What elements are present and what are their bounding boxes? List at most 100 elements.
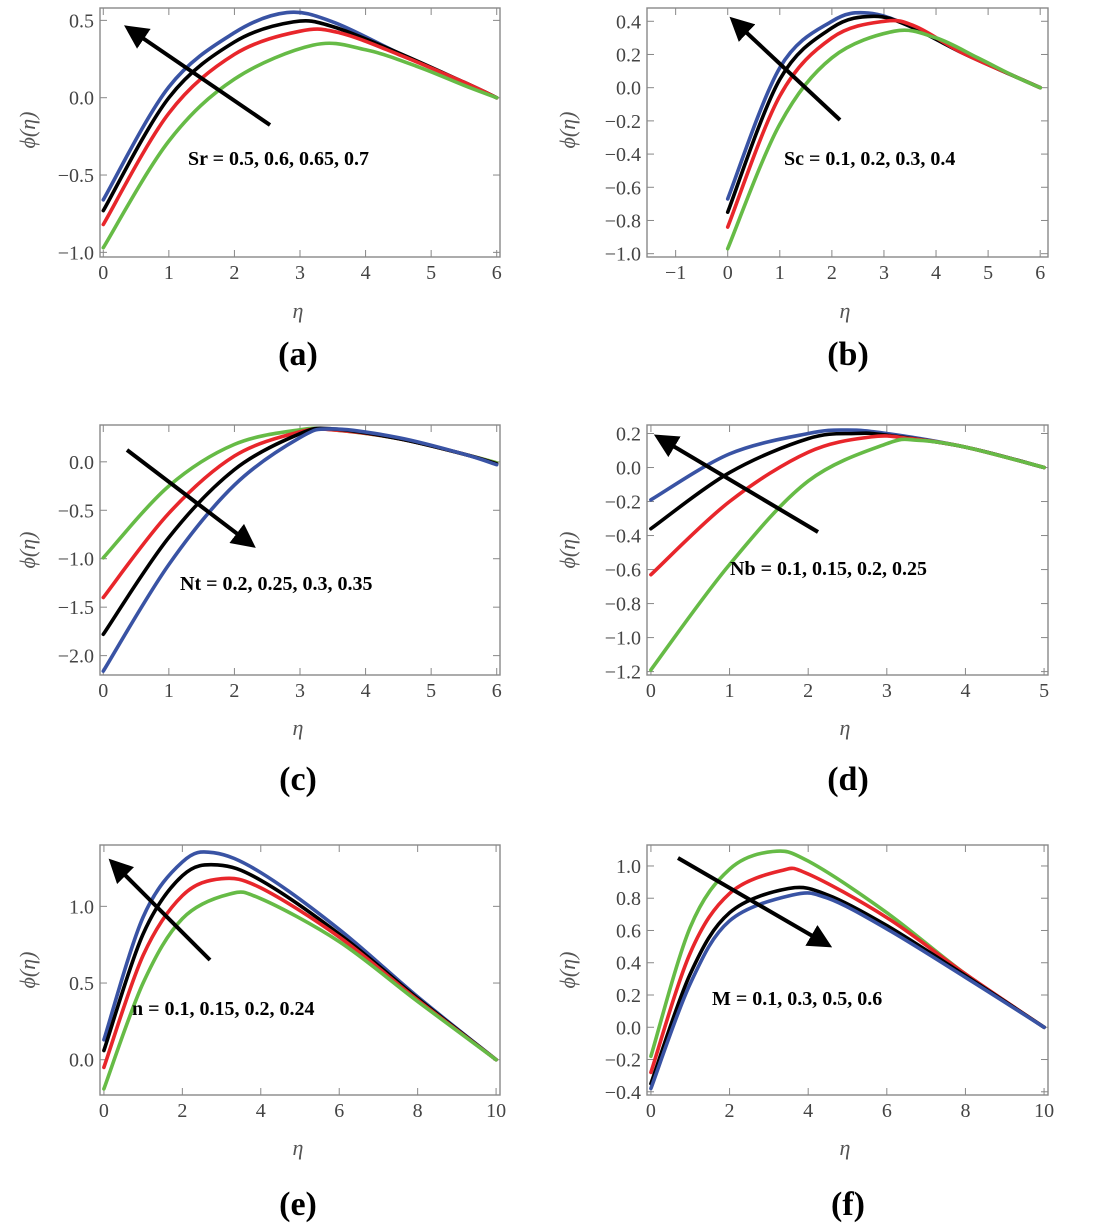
panel-caption: (f) [831,1186,865,1223]
y-tick-label: −0.8 [605,210,641,232]
x-axis-label: η [293,298,304,323]
y-tick-label: 1.0 [616,856,641,878]
x-tick-label: 6 [492,262,502,284]
y-tick-label: −0.4 [605,1082,641,1104]
x-tick-label: 6 [882,1100,892,1122]
plot-frame [646,424,1049,676]
trend-arrow [124,25,272,127]
x-tick-label: 4 [256,1100,266,1122]
y-tick-label: 0.0 [69,1050,94,1072]
trend-arrow [729,16,842,122]
y-tick-label: −0.6 [605,560,641,582]
x-tick-label: 1 [775,262,785,284]
parameter-annotation: Sr = 0.5, 0.6, 0.65, 0.7 [188,148,369,170]
x-tick-label: 0 [723,262,733,284]
x-tick-label: 4 [361,680,371,702]
parameter-annotation: Nb = 0.1, 0.15, 0.2, 0.25 [730,558,927,580]
y-tick-label: 0.5 [69,10,94,32]
series-line [102,890,498,1091]
parameter-annotation: M = 0.1, 0.3, 0.5, 0.6 [712,988,882,1010]
parameter-annotation: n = 0.1, 0.15, 0.2, 0.24 [132,998,315,1020]
y-tick-label: 0.0 [69,88,94,110]
y-axis-label: ϕ(η) [15,952,40,989]
y-axis-label: ϕ(η) [555,112,580,149]
x-tick-label: 10 [486,1100,506,1122]
series-line [649,891,1046,1091]
series-line [102,862,498,1062]
y-tick-label: 0.0 [69,452,94,474]
x-tick-label: 4 [803,1100,813,1122]
y-tick-label: −0.2 [605,492,641,514]
x-tick-label: 1 [164,680,174,702]
x-tick-label: 6 [1035,262,1045,284]
x-tick-label: 6 [334,1100,344,1122]
series-line [725,28,1042,251]
y-tick-label: 0.0 [616,78,641,100]
y-tick-label: −1.0 [605,628,641,650]
x-tick-label: 10 [1034,1100,1054,1122]
x-tick-label: 2 [229,680,239,702]
panel-c: 0 1 2 3 4 5 6 −2.0 −1.5 −1.0 −0.5 0.0 ϕ(η) η Nt = 0.2,… [15,424,502,798]
x-tick-label: 1 [164,262,174,284]
x-tick-label: 3 [882,680,892,702]
plot-frame [646,844,1049,1096]
plot-frame [99,7,501,258]
y-tick-label: 0.2 [616,424,641,446]
y-tick-label: 0.4 [616,953,641,975]
x-axis-label: η [840,715,851,740]
x-tick-label: 6 [492,680,502,702]
panel-f: 0 2 4 6 8 10 −0.4 −0.2 0.0 0.2 0.4 0.6 0.8 1.0 ϕ(η) η M … [555,844,1054,1223]
y-tick-label: −1.0 [58,242,94,264]
series-line [649,866,1046,1075]
trend-arrow [108,858,212,962]
y-tick-label: 0.6 [616,920,641,942]
y-tick-label: 0.5 [69,973,94,995]
trend-arrow [653,434,820,534]
y-tick-label: −0.5 [58,500,94,522]
x-tick-label: 5 [1039,680,1049,702]
panel-a: 0 1 2 3 4 5 6 −1.0 −0.5 0.0 0.5 ϕ(η) η Sr = 0.5, 0.6,… [15,7,502,373]
x-tick-label: 3 [295,262,305,284]
y-axis-label: ϕ(η) [555,532,580,569]
series-line [649,849,1046,1059]
series-line [101,426,499,637]
x-tick-label: 5 [426,262,436,284]
y-tick-label: 0.0 [616,458,641,480]
panel-caption: (a) [278,336,318,373]
x-tick-label: 5 [426,680,436,702]
y-tick-label: −2.0 [58,646,94,668]
plot-frame [99,844,501,1096]
x-axis-label: η [293,715,304,740]
y-tick-label: −0.5 [58,165,94,187]
y-tick-label: −1.2 [605,662,641,684]
x-tick-label: 5 [983,262,993,284]
x-tick-label: −1 [665,262,686,284]
series-line [725,18,1042,229]
x-tick-label: 0 [646,680,656,702]
y-tick-label: −0.4 [605,144,641,166]
y-tick-label: −0.4 [605,526,641,548]
series-line [102,850,498,1062]
y-tick-label: −0.6 [605,177,641,199]
x-axis-label: η [293,1135,304,1160]
y-tick-label: 0.0 [616,1017,641,1039]
series-line [649,437,1046,672]
x-tick-label: 2 [827,262,837,284]
x-tick-label: 0 [98,680,108,702]
series-line [101,27,499,227]
x-tick-label: 2 [177,1100,187,1122]
y-tick-label: 0.2 [616,985,641,1007]
series-line [101,41,499,250]
parameter-annotation: Nt = 0.2, 0.25, 0.3, 0.35 [180,573,373,595]
trend-arrow [125,448,256,548]
trend-arrow [676,856,833,948]
panel-e: 0 2 4 6 8 10 0.0 0.5 1.0 ϕ(η) η n = 0.1, 0.15, 0.2,… [15,844,506,1223]
x-tick-label: 3 [879,262,889,284]
x-tick-label: 4 [361,262,371,284]
y-tick-label: −1.0 [605,244,641,266]
x-tick-label: 2 [803,680,813,702]
y-tick-label: −1.5 [58,597,94,619]
y-tick-label: −0.2 [605,1050,641,1072]
parameter-annotation: Sc = 0.1, 0.2, 0.3, 0.4 [784,148,955,170]
